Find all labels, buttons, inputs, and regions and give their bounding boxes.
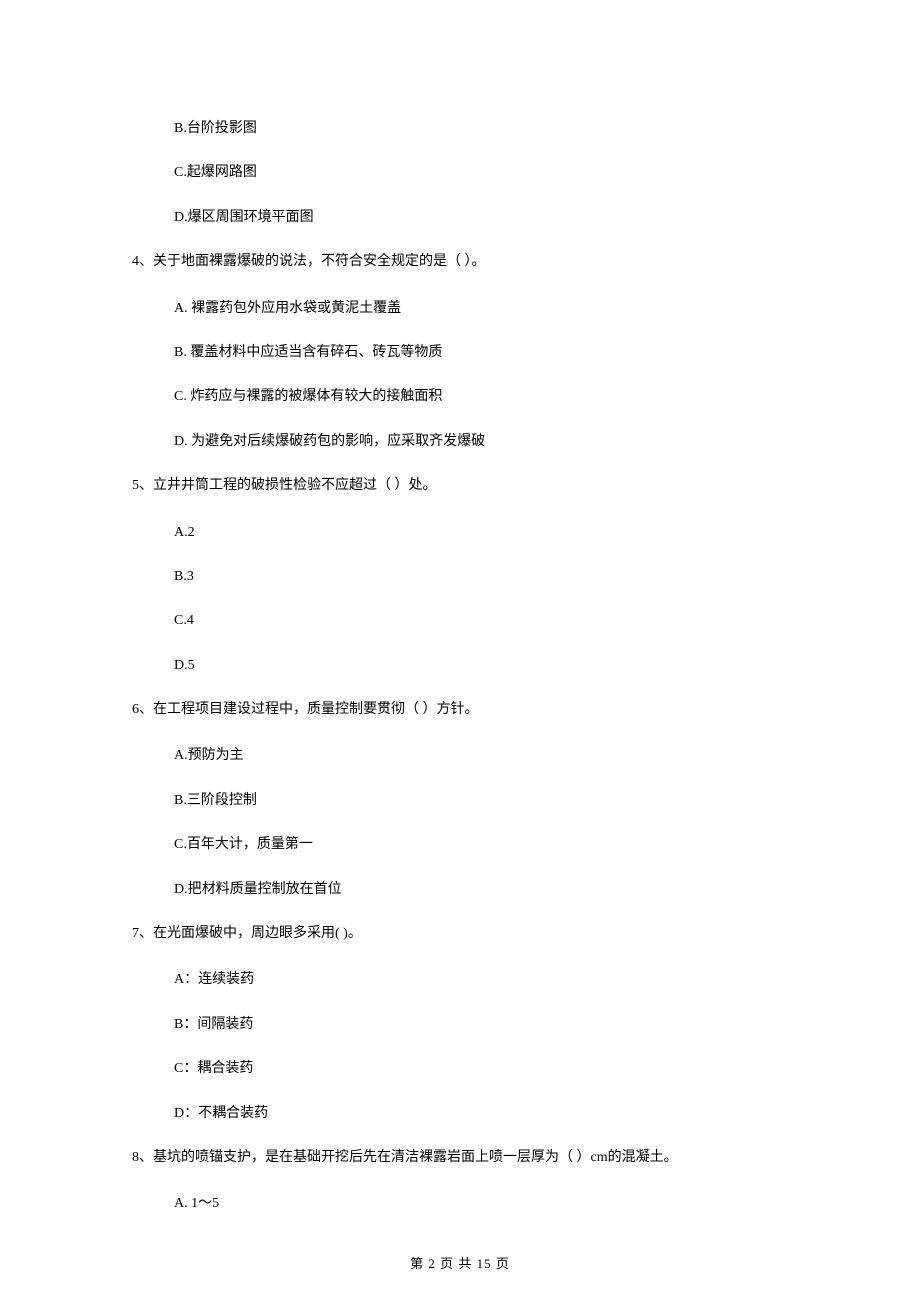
partial-option-d: D.爆区周围环境平面图 [132,207,788,229]
page-footer: 第 2 页 共 15 页 [0,1253,920,1272]
question-6-option-a: A.预防为主 [132,745,788,767]
partial-option-c: C.起爆网路图 [132,162,788,184]
question-4-option-c: C. 炸药应与裸露的被爆体有较大的接触面积 [132,386,788,408]
question-5-stem: 5、立井井筒工程的破损性检验不应超过（ ）处。 [132,475,788,497]
question-5-option-a: A.2 [132,522,788,544]
question-7-option-c: C：耦合装药 [132,1058,788,1080]
question-5-option-d: D.5 [132,655,788,677]
question-5-option-c: C.4 [132,610,788,632]
partial-option-b: B.台阶投影图 [132,118,788,140]
question-8-option-a: A. 1～5 [132,1193,788,1215]
question-5-option-b: B.3 [132,566,788,588]
question-4-option-b: B. 覆盖材料中应适当含有碎石、砖瓦等物质 [132,342,788,364]
question-4-option-a: A. 裸露药包外应用水袋或黄泥土覆盖 [132,298,788,320]
question-7-option-d: D：不耦合装药 [132,1103,788,1125]
question-7-option-b: B：间隔装药 [132,1014,788,1036]
question-7-option-a: A：连续装药 [132,969,788,991]
question-4-stem: 4、关于地面裸露爆破的说法，不符合安全规定的是（ ）。 [132,251,788,273]
question-6-stem: 6、在工程项目建设过程中，质量控制要贯彻（ ）方针。 [132,699,788,721]
page-content: B.台阶投影图 C.起爆网路图 D.爆区周围环境平面图 4、关于地面裸露爆破的说… [0,0,920,1216]
question-6-option-c: C.百年大计，质量第一 [132,834,788,856]
question-4-option-d: D. 为避免对后续爆破药包的影响，应采取齐发爆破 [132,431,788,453]
question-6-option-d: D.把材料质量控制放在首位 [132,879,788,901]
question-8-stem: 8、基坑的喷锚支护，是在基础开挖后先在清洁裸露岩面上喷一层厚为（ ）cm的混凝土… [132,1147,788,1169]
question-6-option-b: B.三阶段控制 [132,790,788,812]
question-7-stem: 7、在光面爆破中，周边眼多采用( )。 [132,923,788,945]
